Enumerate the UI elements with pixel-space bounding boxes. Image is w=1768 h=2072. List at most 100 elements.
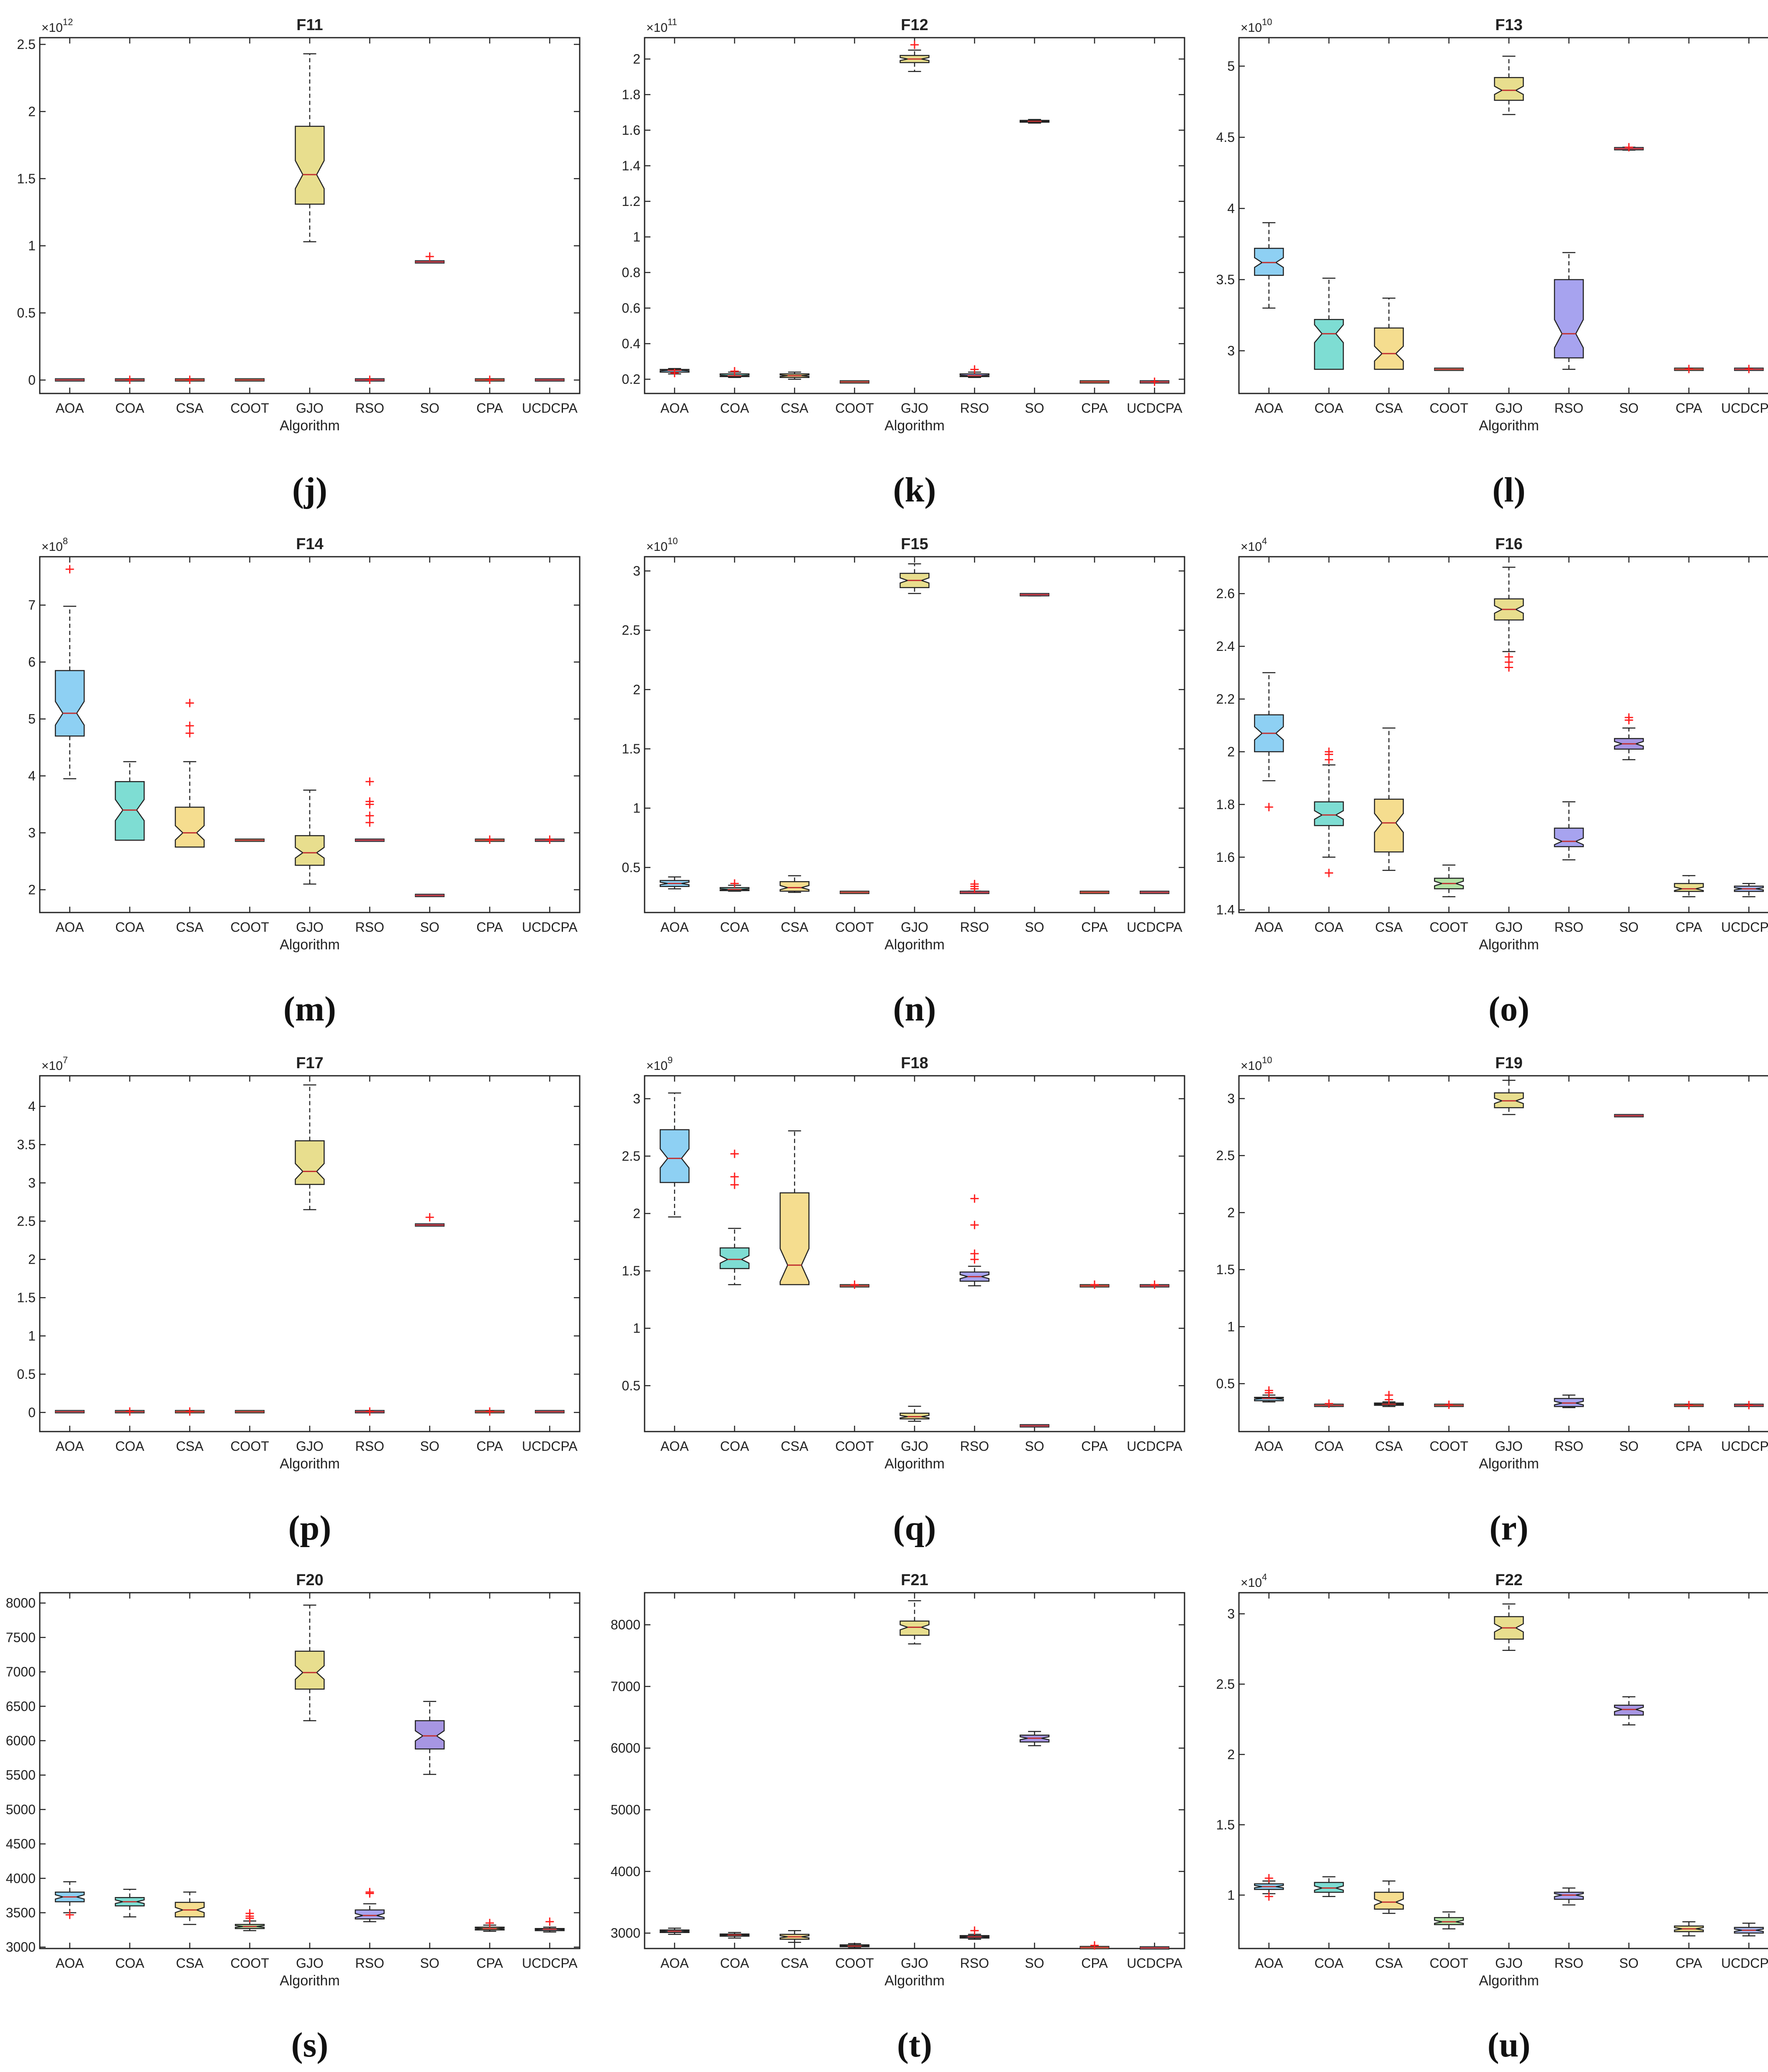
- box-so: [1020, 119, 1050, 124]
- y-tick-label: 2.5: [1216, 1148, 1235, 1163]
- outlier-marker: [365, 797, 374, 806]
- box-gjo: [1494, 1080, 1524, 1115]
- box-body: [115, 781, 145, 841]
- outlier-marker: [730, 1149, 739, 1158]
- x-tick-label: AOA: [56, 401, 84, 416]
- box-body: [1434, 1917, 1464, 1925]
- y-tick-label: 1.6: [1216, 850, 1235, 865]
- subfigure-label: (l): [1492, 470, 1525, 509]
- x-tick-label: CSA: [781, 401, 808, 416]
- x-tick-label: COOT: [835, 401, 874, 416]
- y-tick-label: 8000: [611, 1617, 640, 1632]
- plot-frame: [39, 1592, 581, 1949]
- outlier-marker: [185, 699, 194, 707]
- plot-frame: [1238, 1592, 1768, 1949]
- outlier-marker: [185, 1407, 194, 1416]
- outlier-marker: [1325, 747, 1333, 756]
- x-tick-label: RSO: [1555, 401, 1583, 416]
- plot-frame: [39, 37, 581, 394]
- x-tick-label: GJO: [901, 1439, 928, 1454]
- x-tick-label: CPA: [1675, 401, 1702, 416]
- x-tick-label: UCDCPA: [1721, 1439, 1768, 1454]
- box-coot: [235, 1410, 265, 1414]
- y-tick-label: 2: [28, 1252, 36, 1267]
- box-coot: [1434, 1911, 1464, 1930]
- x-tick-label: SO: [1619, 1956, 1639, 1971]
- outlier-marker: [365, 1407, 374, 1416]
- box-so: [415, 252, 445, 264]
- outlier-marker: [1090, 1941, 1099, 1950]
- box-ucdcpa: [1139, 377, 1169, 386]
- y-tick-label: 1.5: [622, 741, 640, 756]
- box-so: [1020, 593, 1050, 596]
- outlier-marker: [970, 365, 979, 374]
- x-tick-label: RSO: [960, 1439, 989, 1454]
- multiplier-base: ×10: [1241, 1059, 1262, 1073]
- y-tick-label: 1.2: [622, 194, 640, 209]
- x-tick-label: UCDCPA: [522, 1956, 578, 1971]
- box-body: [899, 1620, 930, 1636]
- y-tick-label: 3000: [611, 1925, 640, 1941]
- x-tick-label: CSA: [1375, 401, 1403, 416]
- multiplier-exponent: 4: [1262, 1572, 1267, 1582]
- x-tick-label: COOT: [835, 1956, 874, 1971]
- box-csa: [779, 1130, 809, 1285]
- box-aoa: [660, 876, 690, 889]
- x-tick-label: UCDCPA: [522, 401, 578, 416]
- y-multiplier: ×104: [1241, 1572, 1267, 1590]
- x-tick-label: CPA: [476, 1439, 503, 1454]
- x-axis-label: Algorithm: [1479, 1973, 1539, 1989]
- outlier-marker: [486, 835, 494, 844]
- outlier-marker: [910, 41, 919, 49]
- y-tick-label: 4500: [6, 1836, 36, 1851]
- subfigure-label: (o): [1488, 990, 1529, 1028]
- box-ucdcpa: [535, 835, 565, 844]
- outlier-marker: [670, 369, 679, 378]
- x-tick-label: COOT: [835, 1439, 874, 1454]
- panel-f17: F17 ×107 0 0.5 1 1.5 2 2.5 3 3.5 4 AOA COA CSA COOT GJO…: [17, 1054, 581, 1548]
- subfigure-label: (t): [897, 2026, 932, 2064]
- box-body: [1374, 327, 1404, 370]
- plot-frame: [644, 556, 1185, 913]
- y-tick-label: 3: [1227, 1091, 1235, 1106]
- x-tick-label: AOA: [660, 920, 689, 935]
- x-tick-label: UCDCPA: [1721, 920, 1768, 935]
- x-tick-label: CPA: [476, 920, 503, 935]
- x-tick-label: AOA: [660, 1956, 689, 1971]
- box-coot: [235, 1909, 265, 1931]
- y-tick-label: 3: [28, 825, 36, 841]
- subfigure-label: (j): [292, 470, 327, 509]
- multiplier-base: ×10: [41, 1059, 63, 1073]
- box-so: [1020, 1424, 1050, 1428]
- x-tick-label: SO: [1619, 1439, 1639, 1454]
- y-tick-label: 0.5: [17, 306, 36, 321]
- box-gjo: [295, 789, 325, 885]
- x-tick-label: COOT: [835, 920, 874, 935]
- y-tick-label: 3: [1227, 1606, 1235, 1621]
- x-tick-label: COOT: [1429, 1439, 1468, 1454]
- y-tick-label: 2: [633, 682, 640, 697]
- y-tick-label: 0.2: [622, 372, 640, 387]
- x-tick-label: UCDCPA: [1721, 1956, 1768, 1971]
- box-ucdcpa: [535, 1410, 565, 1414]
- box-cpa: [475, 835, 505, 844]
- chart-title: F18: [901, 1054, 928, 1072]
- box-body: [1314, 801, 1344, 826]
- x-tick-label: AOA: [56, 1439, 84, 1454]
- box-aoa: [55, 378, 85, 382]
- x-tick-label: RSO: [960, 401, 989, 416]
- chart-title: F11: [296, 16, 323, 34]
- box-cpa: [1079, 1280, 1110, 1289]
- box-coa: [1314, 747, 1344, 877]
- multiplier-exponent: 12: [63, 17, 73, 27]
- plot-frame: [644, 37, 1185, 394]
- chart-title: F14: [296, 535, 323, 553]
- y-tick-label: 0.5: [1216, 1376, 1235, 1391]
- box-body: [720, 1247, 750, 1269]
- x-axis-label: Algorithm: [1479, 1456, 1539, 1472]
- y-tick-label: 3: [633, 1091, 640, 1106]
- x-axis-label: Algorithm: [1479, 418, 1539, 434]
- box-csa: [175, 1891, 205, 1925]
- y-tick-label: 1: [28, 238, 36, 253]
- x-tick-label: COOT: [1429, 1956, 1468, 1971]
